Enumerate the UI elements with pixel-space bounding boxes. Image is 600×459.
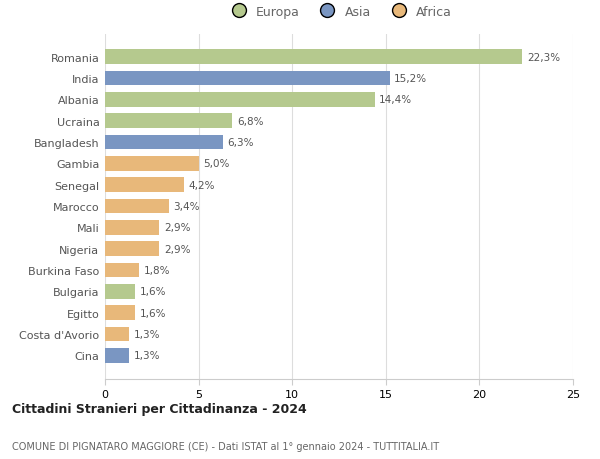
Bar [105,178,184,193]
Text: 4,2%: 4,2% [188,180,215,190]
Text: 1,6%: 1,6% [140,287,166,297]
Text: COMUNE DI PIGNATARO MAGGIORE (CE) - Dati ISTAT al 1° gennaio 2024 - TUTTITALIA.I: COMUNE DI PIGNATARO MAGGIORE (CE) - Dati… [12,441,439,451]
Bar [105,50,523,65]
Text: 1,3%: 1,3% [134,329,161,339]
Text: 5,0%: 5,0% [203,159,230,169]
Bar [105,306,135,320]
Bar [105,93,374,107]
Bar [105,157,199,171]
Bar [105,284,135,299]
Text: 3,4%: 3,4% [173,202,200,212]
Bar [105,114,232,129]
Text: 15,2%: 15,2% [394,74,427,84]
Bar [105,220,159,235]
Text: 2,9%: 2,9% [164,223,190,233]
Text: 22,3%: 22,3% [527,52,560,62]
Legend: Europa, Asia, Africa: Europa, Asia, Africa [223,3,455,21]
Text: 14,4%: 14,4% [379,95,412,105]
Text: 1,8%: 1,8% [143,265,170,275]
Bar [105,263,139,278]
Bar [105,199,169,214]
Bar [105,348,130,363]
Bar [105,242,159,257]
Bar [105,71,389,86]
Text: 2,9%: 2,9% [164,244,190,254]
Text: 6,3%: 6,3% [227,138,254,148]
Text: 1,3%: 1,3% [134,351,161,361]
Text: 6,8%: 6,8% [237,117,263,126]
Bar [105,135,223,150]
Text: Cittadini Stranieri per Cittadinanza - 2024: Cittadini Stranieri per Cittadinanza - 2… [12,403,307,415]
Text: 1,6%: 1,6% [140,308,166,318]
Bar [105,327,130,342]
